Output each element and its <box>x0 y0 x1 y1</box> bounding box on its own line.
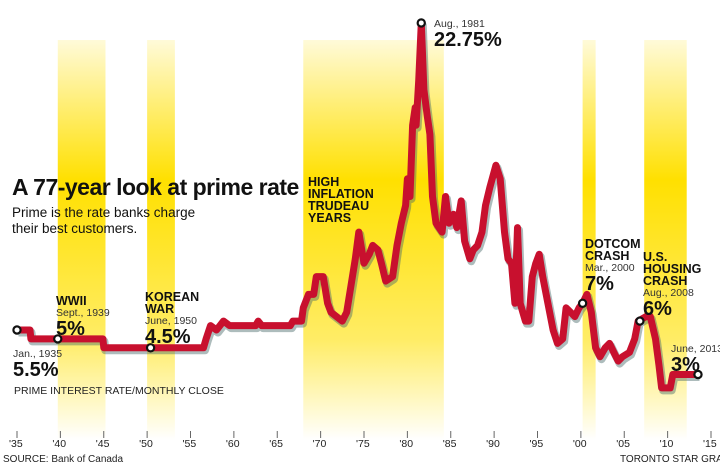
annotation-event: DOTCOM CRASH <box>585 237 641 263</box>
annotation-dotcom: DOTCOM CRASH Mar., 2000 7% <box>585 238 645 294</box>
annotation-marker <box>416 18 426 28</box>
annotation-date: Jan., 1935 <box>13 348 63 360</box>
x-tick-label: '55 <box>182 438 197 450</box>
annotation-date: Sept., 1939 <box>56 307 110 319</box>
annotation-marker <box>12 325 22 335</box>
annotation-1981: Aug., 1981 22.75% <box>434 18 502 50</box>
highlight-band <box>147 40 175 440</box>
series-label: PRIME INTEREST RATE/MONTHLY CLOSE <box>14 385 224 397</box>
annotation-marker <box>577 298 588 308</box>
x-tick-label: '60 <box>225 438 240 450</box>
annotation-marker <box>693 369 703 380</box>
annotation-value: 6% <box>643 298 672 320</box>
highlight-band <box>57 40 106 440</box>
annotation-korean-war: KOREAN WAR June, 1950 4.5% <box>145 291 215 347</box>
x-tick-label: '50 <box>139 438 153 450</box>
annotation-value: 7% <box>585 273 614 295</box>
annotation-marker <box>53 334 63 344</box>
chart-subtitle: Prime is the rate banks charge their bes… <box>12 205 196 236</box>
annotation-date: Mar., 2000 <box>585 262 635 274</box>
annotation-1935: Jan., 1935 5.5% <box>13 348 62 380</box>
x-tick-label: '00 <box>572 438 587 450</box>
credit-note: TORONTO STAR GRAPHIC <box>620 454 720 465</box>
annotation-event: U.S. HOUSING CRASH <box>643 250 702 288</box>
series-line <box>17 19 698 392</box>
annotation-2013: June, 2013 3% <box>671 343 720 375</box>
source-note: SOURCE: Bank of Canada <box>3 454 124 465</box>
annotation-event: KOREAN WAR <box>145 290 200 316</box>
annotation-marker <box>145 343 156 353</box>
x-tick-label: '70 <box>312 438 327 450</box>
x-tick-label: '05 <box>616 438 630 450</box>
x-tick-label: '45 <box>95 438 110 450</box>
x-tick-label: '80 <box>399 438 414 450</box>
annotation-value: 5.5% <box>13 359 59 381</box>
annotation-value: 4.5% <box>145 326 191 348</box>
x-tick-label: '90 <box>486 438 500 450</box>
chart-title: A 77-year look at prime rate <box>12 174 299 200</box>
x-tick-label: '75 <box>356 438 370 450</box>
annotation-value: 5% <box>56 318 85 340</box>
x-tick-label: '65 <box>269 438 283 450</box>
x-tick-label: '35 <box>9 438 23 450</box>
x-tick-label: '10 <box>659 438 674 450</box>
annotation-date: Aug., 1981 <box>434 18 485 30</box>
annotation-wwii: WWII Sept., 1939 5% <box>56 295 110 339</box>
annotation-event: WWII <box>56 294 87 308</box>
x-tick-label: '85 <box>442 438 457 450</box>
x-tick-label: '95 <box>529 438 544 450</box>
annotation-housing-crash: U.S. HOUSING CRASH Aug., 2008 6% <box>643 251 713 319</box>
annotation-marker <box>635 316 645 326</box>
annotation-date: Aug., 2008 <box>643 287 694 299</box>
annotation-high-inflation: HIGH INFLATION TRUDEAU YEARS <box>308 175 374 225</box>
annotation-value: 22.75% <box>434 29 502 51</box>
annotation-value: 3% <box>671 354 700 376</box>
x-tick-label: '15 <box>703 438 717 450</box>
annotation-date: June, 2013 <box>671 343 720 355</box>
x-tick-label: '40 <box>52 438 67 450</box>
annotation-date: June, 1950 <box>145 315 197 327</box>
